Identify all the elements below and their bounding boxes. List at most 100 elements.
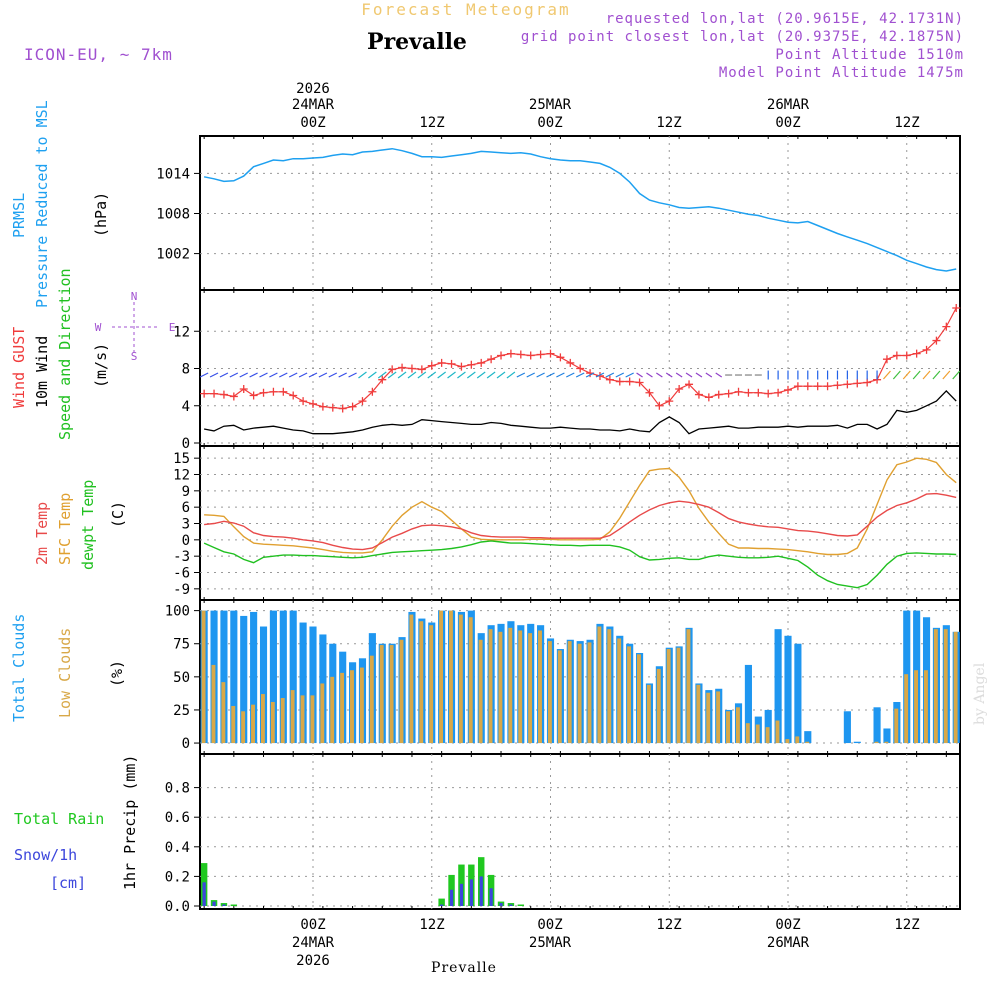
clouds-panel: 0 25 50 75 100 (165, 599, 961, 755)
gust-marker (764, 389, 773, 398)
low-clouds-bar (745, 723, 750, 744)
gust-marker (427, 361, 436, 370)
pressure-ylabel: Pressure Reduced to MSL (33, 100, 51, 308)
wind-direction-arrow (209, 372, 219, 378)
low-clouds-bar (904, 674, 909, 744)
low-clouds-bar (597, 626, 602, 744)
low-clouds-bar (300, 695, 305, 744)
gust-marker (576, 364, 585, 373)
model-point-altitude: Model Point Altitude 1475m (719, 65, 964, 81)
y-tick-label: 1008 (156, 207, 190, 223)
gust-marker (704, 393, 713, 402)
gust-marker (853, 379, 862, 388)
wind-direction-arrow (496, 371, 506, 379)
gust-marker (219, 390, 228, 399)
low-clouds-bar (221, 682, 226, 744)
total-clouds-bar (230, 610, 238, 744)
y-tick-label: 6 (182, 500, 190, 516)
compass-west: W (95, 321, 102, 334)
wind-direction-arrow (308, 372, 318, 378)
top-time-axis: 2026 24MAR 25MAR 26MAR 00Z 12Z 00Z 12Z 0… (292, 81, 920, 131)
low-clouds-bar (587, 642, 592, 744)
y-tick-label: 8 (182, 362, 190, 378)
top-date-label: 26MAR (767, 97, 810, 113)
low-clouds-bar (310, 695, 315, 744)
rain-bar (438, 898, 445, 906)
bottom-time-axis: 00Z 12Z 00Z 12Z 00Z 12Z 24MAR 25MAR 26MA… (292, 917, 920, 969)
low-clouds-bar (518, 630, 523, 744)
low-clouds-bar (448, 610, 453, 744)
low-clouds-bar (231, 705, 236, 744)
low-clouds-bar (389, 645, 394, 744)
low-clouds-bar (735, 707, 740, 744)
y-tick-label: 9 (182, 484, 190, 500)
pressure-unit: (hPa) (92, 192, 110, 237)
wind-direction-arrow (358, 371, 367, 379)
precip-ylabel: 1hr Precip (mm) (121, 755, 139, 890)
low-clouds-bar (439, 610, 444, 744)
snow-bar (489, 888, 493, 906)
low-clouds-bar (379, 645, 384, 744)
low-clouds-bar (488, 629, 493, 744)
low-clouds-bar (538, 630, 542, 744)
total-clouds-label: Total Clouds (10, 614, 28, 722)
low-clouds-bar (478, 639, 483, 744)
snow-legend: Snow/1h (14, 846, 77, 864)
gust-marker (645, 388, 654, 397)
top-year-label: 2026 (296, 81, 330, 97)
wind-direction-label: Speed and Direction (56, 268, 74, 440)
wind-direction-arrow (715, 372, 723, 378)
gust-label: Wind GUST (10, 327, 28, 408)
gust-marker (605, 375, 614, 384)
total-clouds-bar (843, 711, 851, 744)
wind-direction-arrow (575, 372, 585, 378)
wind-direction-arrow (229, 372, 239, 378)
y-tick-label: -9 (173, 582, 190, 598)
pressure-line (203, 147, 957, 272)
low-clouds-bar (557, 650, 562, 744)
wind-direction-arrow (546, 372, 555, 378)
wind-direction-arrow (942, 370, 951, 380)
low-clouds-bar (359, 667, 364, 744)
wind-unit: (m/s) (92, 343, 110, 388)
y-tick-label: 50 (173, 670, 190, 686)
low-clouds-bar (795, 736, 800, 744)
low-clouds-bar (320, 683, 325, 744)
gust-marker (487, 355, 496, 364)
wind-direction-arrow (665, 372, 673, 378)
gust-marker (912, 349, 921, 358)
wind-direction-arrow (397, 371, 407, 379)
wind-direction-arrow (952, 370, 961, 380)
low-clouds-bar (409, 614, 414, 744)
bottom-hour-label: 12Z (894, 917, 919, 933)
wind-direction-arrow (656, 372, 663, 378)
wind-direction-arrow (636, 372, 643, 378)
wind-direction-arrow (288, 372, 298, 378)
total-clouds-bar (794, 643, 802, 744)
gust-marker (358, 397, 367, 406)
bottom-date-label: 26MAR (767, 935, 810, 951)
low-clouds-bar (369, 655, 374, 744)
bottom-year-label: 2026 (296, 953, 330, 969)
wind-direction-arrow (615, 372, 625, 378)
y-tick-label: 3 (182, 517, 190, 533)
wind-direction-arrow (486, 371, 496, 379)
gust-marker (407, 364, 416, 373)
location-title: Prevalle (367, 29, 467, 55)
low-clouds-bar (755, 724, 760, 744)
y-tick-label: 0.0 (165, 899, 190, 915)
low-clouds-bar (874, 741, 879, 744)
total-clouds-bar (279, 610, 287, 744)
low-clouds-bar (241, 711, 246, 744)
y-tick-label: 1002 (156, 247, 190, 263)
wind-direction-arrow (338, 372, 347, 378)
wind-direction-arrow (883, 370, 891, 380)
top-date-label: 25MAR (529, 97, 572, 113)
gust-marker (556, 353, 565, 362)
low-clouds-bar (290, 690, 295, 744)
clouds-unit: (%) (108, 660, 126, 687)
snow-bar (212, 901, 216, 906)
wind-direction-arrow (566, 372, 575, 378)
total-clouds-bar (744, 664, 752, 744)
y-tick-label: 15 (173, 451, 190, 467)
